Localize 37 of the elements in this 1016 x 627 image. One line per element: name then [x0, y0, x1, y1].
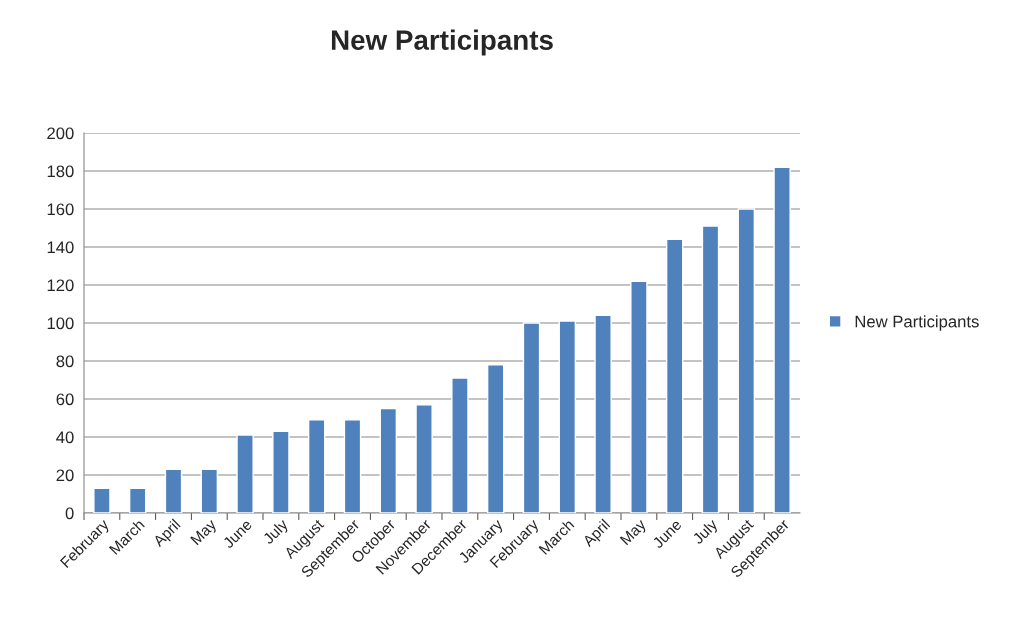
bar: [773, 166, 791, 513]
x-tick-label: May: [190, 518, 220, 548]
y-tick-label: 40: [56, 431, 74, 444]
bar: [379, 407, 398, 513]
bar: [451, 377, 469, 513]
bar: [343, 419, 362, 513]
y-tick-label: 160: [47, 203, 74, 216]
bar: [486, 364, 505, 513]
y-tick-label: 200: [47, 127, 74, 140]
x-tick-label: July: [261, 517, 291, 547]
chart-title: New Participants: [331, 29, 553, 56]
bar: [164, 468, 183, 513]
legend-label: New Participants: [855, 315, 979, 331]
bar: [272, 430, 290, 513]
y-tick-label: 0: [65, 507, 74, 520]
bar: [558, 320, 577, 513]
bar: [665, 238, 684, 513]
y-tick-label: 20: [56, 469, 74, 482]
y-tick-label: 80: [56, 355, 74, 368]
y-tick-label: 140: [47, 241, 74, 254]
bar: [415, 404, 433, 513]
y-tick-label: 120: [47, 279, 74, 292]
y-tick-label: 100: [47, 317, 74, 330]
bar: [701, 225, 720, 513]
bar: [630, 280, 648, 513]
bar: [236, 434, 254, 513]
bar: [522, 322, 541, 513]
y-tick-label: 60: [56, 393, 74, 406]
y-tick-label: 180: [47, 165, 74, 178]
bar: [200, 468, 219, 513]
x-tick-label: May: [619, 518, 649, 548]
bar: [737, 208, 756, 513]
bar: [307, 419, 326, 513]
bar: [128, 487, 147, 513]
x-tick-label: July: [691, 517, 721, 547]
bar: [93, 487, 111, 513]
bar: [594, 314, 612, 513]
